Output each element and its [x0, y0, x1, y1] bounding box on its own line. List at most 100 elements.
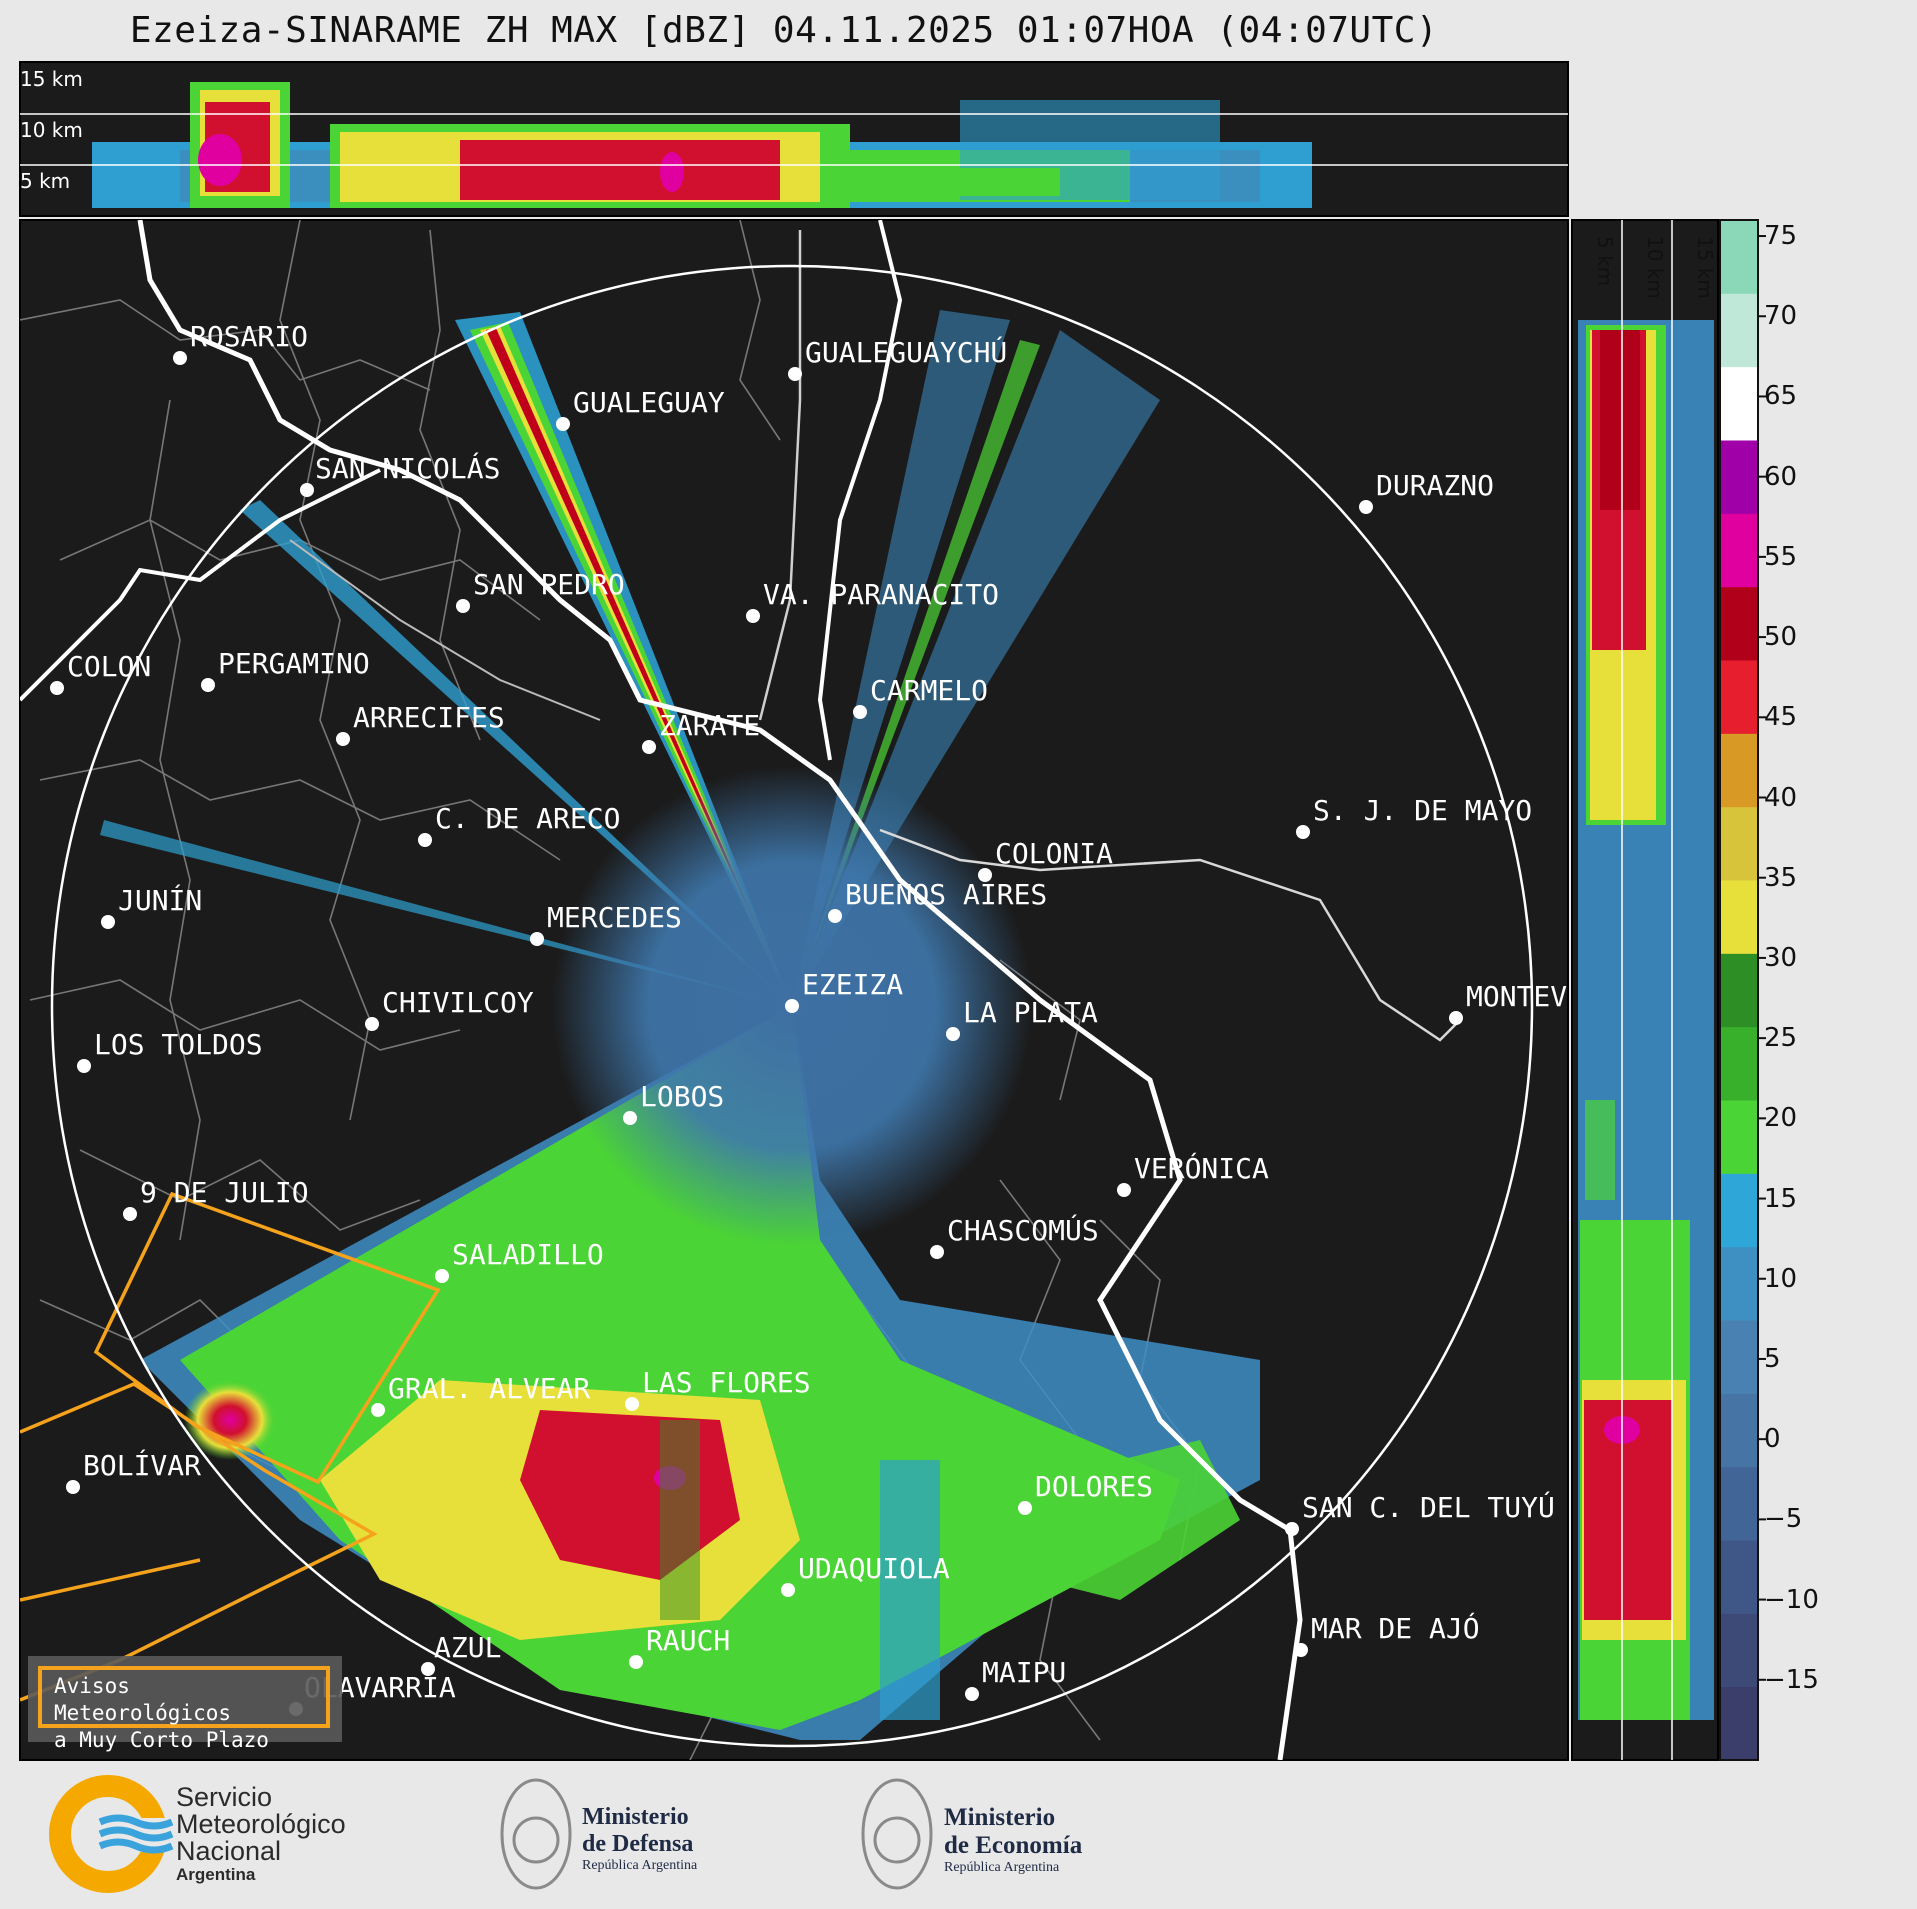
city-dot	[418, 833, 432, 847]
city-z-rate: ZÁRATE	[642, 708, 760, 754]
warning-legend: Avisos Meteorológicos a Muy Corto Plazo	[38, 1666, 330, 1752]
colorbar-segment	[1720, 1466, 1758, 1541]
colorbar-segment	[1720, 1100, 1758, 1174]
city-label: C. DE ARECO	[435, 802, 620, 835]
city-gualeguaych-: GUALEGUAYCHÚ	[788, 335, 1007, 381]
colorbar-segment	[1720, 1613, 1758, 1688]
city-label: COLONIA	[995, 837, 1113, 870]
side-cross-section	[1571, 219, 1719, 1761]
city-label: ZÁRATE	[659, 708, 760, 742]
city-dot	[788, 367, 802, 381]
city-los-toldos: LOS TOLDOS	[77, 1028, 263, 1073]
city-label: CHIVILCOY	[382, 986, 534, 1019]
city-label: UDAQUIOLA	[798, 1552, 950, 1585]
city-dot	[930, 1245, 944, 1259]
city-dot	[746, 609, 760, 623]
smn-logo-icon	[49, 1775, 933, 1893]
coastlines	[20, 220, 1461, 1760]
city-dot	[1449, 1011, 1463, 1025]
city-dot	[946, 1027, 960, 1041]
city-label: LAS FLORES	[642, 1366, 811, 1399]
colorbar-segment	[1720, 880, 1758, 954]
city-label: MERCEDES	[547, 901, 682, 934]
city-saladillo: SALADILLO	[435, 1238, 604, 1283]
colorbar-segment	[1720, 1686, 1758, 1761]
radar-echoes	[100, 310, 1260, 1740]
colorbar-segment	[1720, 366, 1758, 441]
colorbar-tick-label: 20	[1764, 1103, 1798, 1134]
city-label: DURAZNO	[1376, 469, 1494, 502]
colorbar-tick-label: 60	[1764, 461, 1798, 492]
colorbar-segment	[1720, 293, 1758, 368]
colorbar-tick-label: 0	[1764, 1424, 1781, 1455]
footer-logos: Servicio Meteorológico Nacional Argentina …	[0, 1760, 1917, 1909]
city-label: 9 DE JULIO	[140, 1176, 309, 1209]
city-udaquiola: UDAQUIOLA	[781, 1552, 950, 1597]
range-ring	[50, 264, 1534, 1748]
city-dot	[435, 1269, 449, 1283]
colorbar-tick-label: 5	[1764, 1343, 1781, 1374]
city-azul: AZUL	[421, 1631, 501, 1676]
colorbar-tick-label: 15	[1764, 1183, 1798, 1214]
top-cross-section	[19, 61, 1569, 217]
city-dot	[1296, 825, 1310, 839]
city-label: DOLORES	[1035, 1470, 1153, 1503]
city-dot	[66, 1480, 80, 1494]
colorbar-tick-label: 25	[1764, 1023, 1798, 1054]
city-mercedes: MERCEDES	[530, 901, 682, 946]
smn-logo-text: Servicio Meteorológico Nacional Argentina	[176, 1782, 346, 1885]
map-panel: ROSARIO GUALEGUAYCHÚ GUALEGUAY SAN NICOLÁS D…	[19, 219, 1569, 1761]
city-dot	[101, 915, 115, 929]
colorbar-tick-labels: 75 70 65 60 55 50 45 40 35 30 25 20 15 10 5 0 −5 −10 −15	[1760, 220, 1910, 1760]
city-label: GUALEGUAY	[573, 386, 725, 419]
city-chivilcoy: CHIVILCOY	[365, 986, 534, 1031]
city-label: AZUL	[434, 1631, 501, 1664]
colorbar-segment	[1720, 660, 1758, 734]
city-label: PERGAMINO	[218, 647, 370, 680]
colorbar-tick-label: 35	[1764, 862, 1798, 893]
colorbar-frame	[1719, 219, 1759, 1761]
colorbar-tick-label: 70	[1764, 301, 1798, 332]
city-label: GUALEGUAYCHÚ	[805, 335, 1007, 369]
colorbar-segment	[1720, 513, 1758, 588]
colorbar-tick-label: −5	[1764, 1504, 1803, 1535]
colorbar-tick-label: 40	[1764, 782, 1798, 813]
city-dot	[371, 1403, 385, 1417]
city-dot	[1285, 1522, 1299, 1536]
city-dot	[77, 1059, 91, 1073]
city-mar-de-aj-: MAR DE AJÓ	[1294, 1611, 1480, 1657]
city-label: CARMELO	[870, 674, 988, 707]
city-label: ROSARIO	[190, 320, 308, 353]
colorbar-segment	[1720, 806, 1758, 881]
colorbar-segment	[1720, 1246, 1758, 1321]
city-ezeiza: EZEIZA	[785, 968, 903, 1013]
city-dot	[365, 1017, 379, 1031]
city-san-pedro: SAN PEDRO	[456, 568, 625, 613]
city-dot	[123, 1207, 137, 1221]
city-durazno: DURAZNO	[1359, 469, 1494, 514]
city-label: MONTEV	[1466, 980, 1567, 1013]
colorbar-tick-label: 10	[1764, 1263, 1798, 1294]
city-dot	[300, 483, 314, 497]
city-label: LOBOS	[640, 1080, 724, 1113]
city-label: S. J. DE MAYO	[1313, 794, 1532, 827]
colorbar-tick-label: −15	[1764, 1664, 1819, 1695]
city-label: SAN NICOLÁS	[315, 451, 500, 485]
top-height-label-15: 15 km	[20, 67, 83, 91]
city-dot	[556, 417, 570, 431]
city-las-flores: LAS FLORES	[625, 1366, 811, 1411]
city-dot	[781, 1583, 795, 1597]
city-label: RAUCH	[646, 1624, 730, 1657]
city-dot	[421, 1662, 435, 1676]
city-dot	[336, 732, 350, 746]
colorbar-segment	[1720, 220, 1758, 294]
city-label: MAIPU	[982, 1656, 1066, 1689]
city-9-de-julio: 9 DE JULIO	[123, 1176, 309, 1221]
colorbar-tick-label: 45	[1764, 702, 1798, 733]
city-label: SAN C. DEL TUYÚ	[1302, 1490, 1555, 1524]
city-label: LA PLATA	[963, 996, 1098, 1029]
city-dot	[1294, 1643, 1308, 1657]
city-san-nicol-s: SAN NICOLÁS	[300, 451, 500, 497]
colorbar-segment	[1720, 733, 1758, 808]
